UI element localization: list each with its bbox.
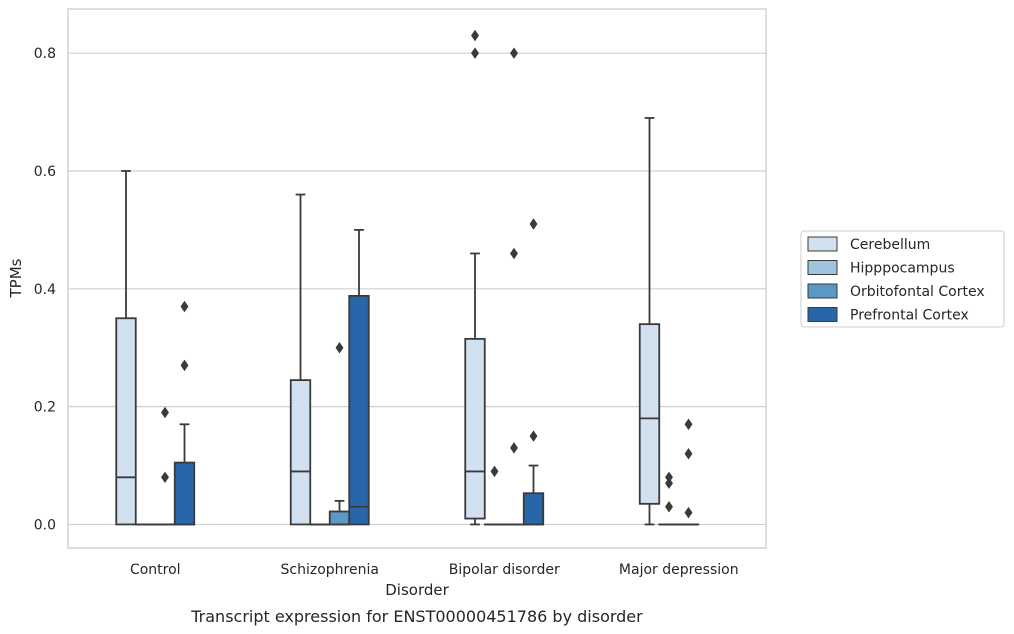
x-tick-label: Bipolar disorder: [449, 562, 560, 578]
box-body: [289, 379, 312, 526]
y-tick-label: 0.6: [34, 164, 56, 180]
legend: Cerebellum Hipppocampus Orbitofontal Corte…: [800, 230, 1005, 328]
y-axis-title: TPMs: [7, 258, 25, 298]
legend-entry: Prefrontal Cortex: [807, 307, 969, 324]
box-0-3: [638, 117, 661, 526]
outlier-point: [471, 29, 479, 42]
box-body: [173, 461, 196, 526]
outlier-point: [510, 442, 518, 454]
box-2-2: [503, 47, 525, 526]
box-0-1: [289, 193, 312, 526]
x-tick-label: Control: [130, 562, 181, 578]
box-body: [348, 294, 370, 526]
y-axis-ticks: 0.0 0.2 0.4 0.6 0.8: [34, 46, 56, 533]
outlier-point: [665, 477, 673, 489]
plot-area-frame: [67, 8, 767, 549]
box-body: [464, 337, 486, 520]
outlier-point: [180, 300, 189, 313]
y-tick-label: 0.0: [34, 517, 56, 533]
box-2-3: [677, 418, 700, 526]
legend-swatch: [807, 236, 838, 252]
box-body: [115, 317, 137, 526]
outlier-point: [665, 471, 673, 484]
legend-label: Cerebellum: [850, 237, 930, 253]
outlier-point: [510, 47, 518, 59]
box-body: [638, 323, 661, 505]
outlier-point: [471, 47, 479, 59]
legend-entry: Cerebellum: [807, 236, 930, 253]
outlier-point: [161, 471, 169, 484]
legend-label: Orbitofontal Cortex: [850, 284, 985, 300]
legend-swatch: [807, 283, 838, 299]
boxes: [115, 29, 700, 526]
chart-caption: Transcript expression for ENST0000045178…: [190, 607, 643, 626]
box-body: [522, 492, 545, 526]
legend-entry: Hipppocampus: [807, 260, 955, 277]
outlier-point: [665, 501, 673, 513]
outlier-point: [510, 247, 518, 260]
box-3-0: [173, 300, 196, 526]
legend-frame: [800, 230, 1005, 328]
outlier-point: [529, 430, 538, 442]
legend-entry: Orbitofontal Cortex: [807, 283, 985, 300]
box-2-0: [154, 406, 176, 526]
outlier-point: [335, 341, 344, 354]
outlier-point: [529, 218, 538, 230]
y-tick-label: 0.4: [34, 282, 56, 298]
outlier-point: [684, 418, 693, 431]
x-tick-label: Schizophrenia: [281, 562, 379, 578]
box-3-2: [522, 218, 545, 526]
outlier-point: [180, 359, 189, 372]
box-0-0: [115, 170, 137, 526]
x-tick-label: Major depression: [619, 562, 739, 578]
outlier-point: [490, 465, 499, 478]
legend-swatch: [807, 260, 838, 275]
box-2-1: [328, 341, 351, 526]
box-1-2: [483, 465, 506, 526]
box-1-3: [658, 471, 680, 526]
box-3-1: [348, 229, 370, 526]
gridlines: [68, 52, 766, 526]
outlier-point: [684, 506, 693, 519]
legend-label: Prefrontal Cortex: [850, 308, 969, 324]
box-body: [328, 510, 351, 526]
y-tick-label: 0.2: [34, 400, 56, 416]
box-0-2: [464, 29, 486, 526]
legend-swatch: [807, 307, 838, 322]
x-axis-title: Disorder: [385, 581, 449, 599]
outlier-point: [684, 448, 693, 460]
outlier-point: [161, 406, 169, 419]
legend-label: Hipppocampus: [850, 261, 955, 277]
x-axis-ticks: Control Schizophrenia Bipolar disorder Majo…: [130, 562, 739, 578]
y-tick-label: 0.8: [34, 46, 56, 62]
